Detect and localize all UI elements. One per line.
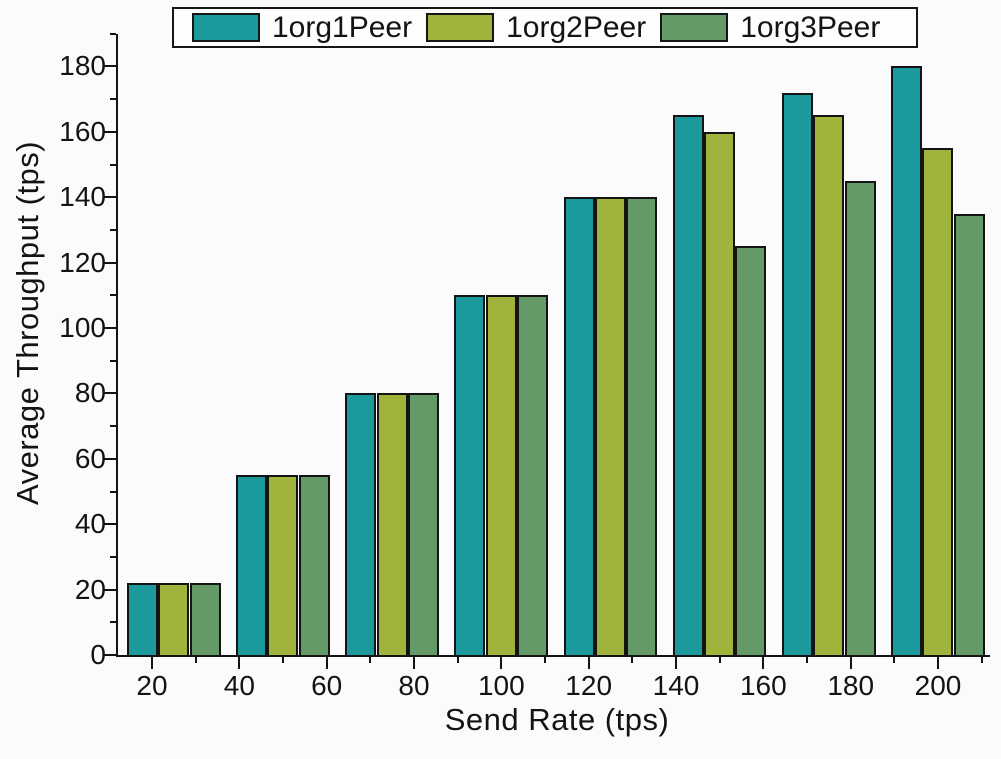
y-tick-70 xyxy=(110,425,116,428)
bar-1org1Peer-50 xyxy=(236,475,267,657)
bar-1org2Peer-175 xyxy=(813,115,844,657)
y-tick-30 xyxy=(110,555,116,558)
x-tick-label-20: 20 xyxy=(136,670,168,701)
bar-1org2Peer-125 xyxy=(595,197,626,657)
legend-label: 1org3Peer xyxy=(740,10,881,44)
bar-1org2Peer-75 xyxy=(377,393,408,657)
y-tick-80 xyxy=(104,392,116,395)
y-tick-140 xyxy=(104,196,116,199)
x-tick-90 xyxy=(456,657,459,663)
y-tick-90 xyxy=(110,359,116,362)
legend-swatch-1org3Peer xyxy=(660,13,729,42)
legend-item-1org1Peer: 1org1Peer xyxy=(192,10,413,44)
legend-label: 1org1Peer xyxy=(272,10,413,44)
x-tick-130 xyxy=(631,657,634,663)
y-tick-label-80: 80 xyxy=(74,377,106,409)
x-tick-label-160: 160 xyxy=(739,670,787,701)
bar-1org1Peer-175 xyxy=(782,92,813,657)
x-tick-110 xyxy=(544,657,546,663)
x-tick-150 xyxy=(718,657,721,663)
bar-1org2Peer-150 xyxy=(704,131,735,657)
x-axis-line xyxy=(116,655,990,657)
y-tick-label-60: 60 xyxy=(74,442,106,474)
bar-1org3Peer-200 xyxy=(954,213,985,657)
y-tick-label-100: 100 xyxy=(59,312,106,343)
bar-1org2Peer-25 xyxy=(158,583,189,657)
y-tick-110 xyxy=(110,294,116,297)
x-tick-120 xyxy=(587,657,590,669)
x-tick-label-200: 200 xyxy=(914,670,962,701)
legend-swatch-1org1Peer xyxy=(192,13,260,42)
x-tick-30 xyxy=(194,657,197,663)
bar-1org1Peer-150 xyxy=(673,115,704,657)
bar-1org3Peer-150 xyxy=(735,246,766,657)
x-tick-210 xyxy=(980,657,983,663)
bar-1org3Peer-50 xyxy=(299,475,330,657)
y-tick-180 xyxy=(104,65,116,68)
y-tick-10 xyxy=(110,621,116,624)
legend-item-1org3Peer: 1org3Peer xyxy=(660,10,881,44)
x-tick-label-80: 80 xyxy=(398,670,430,701)
bar-1org3Peer-125 xyxy=(626,197,657,657)
x-tick-20 xyxy=(151,657,153,669)
x-tick-label-140: 140 xyxy=(652,670,700,701)
y-axis-line xyxy=(116,33,118,657)
y-tick-label-180: 180 xyxy=(59,50,106,82)
bar-1org2Peer-50 xyxy=(267,475,298,657)
chart-legend: 1org1Peer 1org2Peer 1org3Peer xyxy=(172,7,918,48)
y-tick-100 xyxy=(104,327,116,329)
bar-1org1Peer-200 xyxy=(891,66,922,657)
y-tick-120 xyxy=(104,261,116,264)
bar-1org3Peer-75 xyxy=(408,393,439,657)
y-tick-190 xyxy=(110,32,116,35)
bar-1org2Peer-200 xyxy=(922,148,953,657)
bar-1org3Peer-25 xyxy=(190,583,221,657)
x-tick-80 xyxy=(413,657,415,669)
x-tick-label-100: 100 xyxy=(477,670,525,701)
y-tick-0 xyxy=(104,654,116,656)
x-tick-160 xyxy=(762,657,765,669)
y-tick-label-120: 120 xyxy=(59,246,106,278)
legend-swatch-1org2Peer xyxy=(426,13,495,42)
y-tick-label-140: 140 xyxy=(59,181,106,213)
x-tick-170 xyxy=(806,657,808,663)
x-tick-60 xyxy=(325,657,328,669)
y-tick-150 xyxy=(110,163,116,166)
y-tick-label-40: 40 xyxy=(74,508,106,540)
x-axis-title: Send Rate (tps) xyxy=(444,702,670,737)
x-tick-50 xyxy=(282,657,284,663)
x-tick-label-120: 120 xyxy=(565,670,613,701)
bar-1org1Peer-25 xyxy=(127,583,158,657)
x-tick-label-180: 180 xyxy=(827,670,875,701)
legend-label: 1org2Peer xyxy=(506,10,647,44)
legend-item-1org2Peer: 1org2Peer xyxy=(426,10,647,44)
x-tick-label-60: 60 xyxy=(311,670,343,701)
bar-1org1Peer-75 xyxy=(345,393,376,657)
bar-1org1Peer-125 xyxy=(564,197,595,657)
y-tick-160 xyxy=(104,130,116,133)
y-tick-label-0: 0 xyxy=(90,639,106,670)
y-tick-20 xyxy=(104,588,116,591)
y-tick-170 xyxy=(110,98,116,101)
bar-1org1Peer-100 xyxy=(454,295,485,657)
y-tick-130 xyxy=(110,228,116,231)
bar-1org3Peer-175 xyxy=(845,180,876,657)
bar-1org2Peer-100 xyxy=(486,295,517,657)
x-tick-70 xyxy=(369,657,372,663)
y-tick-50 xyxy=(110,490,116,493)
y-tick-label-160: 160 xyxy=(59,115,106,147)
y-tick-label-20: 20 xyxy=(74,573,106,605)
x-tick-190 xyxy=(893,657,896,663)
x-tick-100 xyxy=(500,657,503,669)
y-tick-60 xyxy=(104,457,116,460)
x-tick-140 xyxy=(675,657,677,669)
x-tick-180 xyxy=(849,657,852,669)
x-tick-200 xyxy=(937,657,939,669)
x-tick-label-40: 40 xyxy=(223,670,255,701)
x-tick-40 xyxy=(238,657,241,669)
y-tick-40 xyxy=(104,523,116,526)
bar-1org3Peer-100 xyxy=(517,295,548,657)
